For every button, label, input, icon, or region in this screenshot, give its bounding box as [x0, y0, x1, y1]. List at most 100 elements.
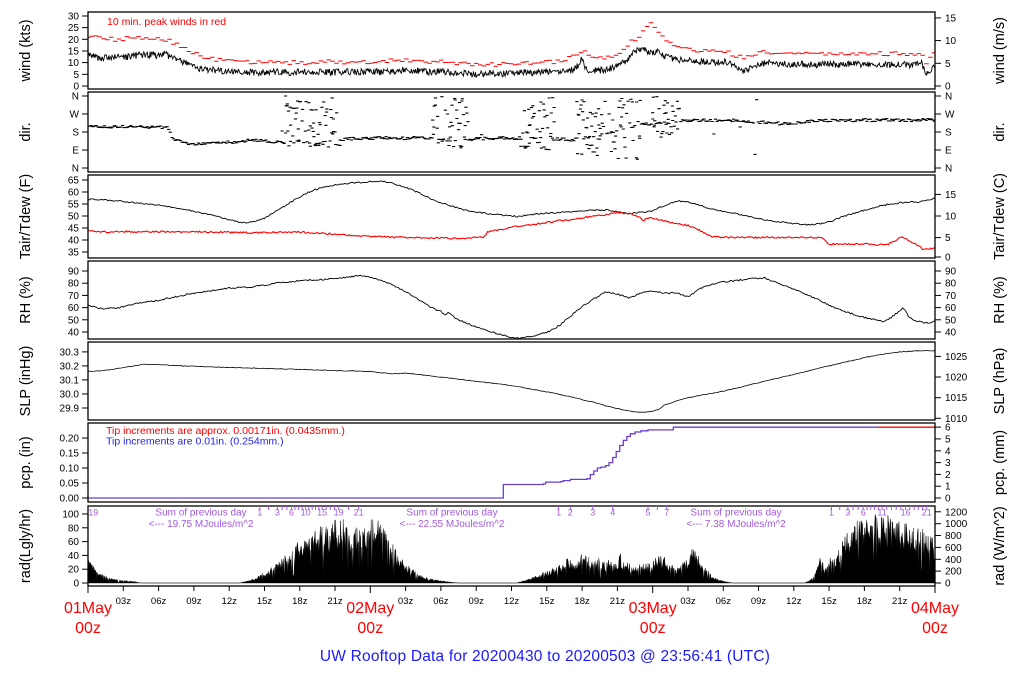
svg-text:5: 5 [945, 434, 951, 445]
svg-text:800: 800 [945, 531, 962, 542]
axis-title-left-rad: rad(Lgly/hr) [18, 509, 34, 583]
svg-text:12z: 12z [222, 596, 238, 607]
svg-text:18z: 18z [574, 596, 590, 607]
panel-dir-series [88, 95, 935, 160]
svg-text:3: 3 [275, 508, 280, 518]
svg-text:15z: 15z [821, 596, 837, 607]
svg-text:N: N [72, 92, 79, 103]
date-label-hour: 00z [357, 620, 383, 637]
svg-text:1200: 1200 [945, 507, 968, 518]
svg-text:65: 65 [68, 176, 80, 187]
svg-text:1000: 1000 [945, 519, 968, 530]
svg-text:09z: 09z [186, 596, 202, 607]
svg-text:30.2: 30.2 [60, 361, 80, 372]
svg-text:21z: 21z [892, 596, 908, 607]
svg-text:90: 90 [68, 267, 80, 278]
panel-slp-series [88, 350, 935, 413]
svg-text:4: 4 [610, 508, 615, 518]
svg-text:15: 15 [317, 508, 327, 518]
panel-slp-frame: 29.9 30.0 30.1 30.2 30.3 1010 1015 1020 1025 SLP … [18, 341, 1008, 425]
svg-text:15z: 15z [257, 596, 273, 607]
svg-text:12z: 12z [786, 596, 802, 607]
svg-text:S: S [945, 128, 952, 139]
svg-text:18z: 18z [292, 596, 308, 607]
svg-text:N: N [945, 92, 952, 103]
svg-text:0.05: 0.05 [60, 479, 80, 490]
svg-text:15: 15 [945, 190, 957, 201]
sum-previous-day-value: <--- 22.55 MJoules/m^2 [399, 519, 504, 530]
svg-text:60: 60 [945, 303, 957, 314]
sum-previous-day-value: <--- 19.75 MJoules/m^2 [148, 519, 253, 530]
svg-text:5: 5 [73, 70, 79, 81]
svg-text:W: W [70, 110, 80, 121]
svg-text:20: 20 [68, 565, 80, 576]
sum-previous-day-label: Sum of previous day [406, 508, 497, 519]
svg-text:N: N [72, 164, 79, 175]
svg-text:W: W [945, 110, 955, 121]
svg-text:1: 1 [257, 508, 262, 518]
svg-text:1: 1 [829, 508, 834, 518]
svg-text:18z: 18z [857, 596, 873, 607]
chart-title: UW Rooftop Data for 20200430 to 20200503… [319, 648, 771, 665]
svg-text:35: 35 [68, 248, 80, 259]
date-label: 01May [64, 600, 112, 617]
svg-text:19: 19 [88, 508, 98, 518]
axis-title-right-rh: RH (%) [992, 276, 1008, 324]
svg-text:09z: 09z [751, 596, 767, 607]
svg-text:30: 30 [68, 12, 80, 23]
x-axis: 03z 06z 09z 12z 15z 18z 21z 03z 06z 09z 12z 15z 18z 2… [64, 586, 959, 637]
svg-text:21: 21 [354, 508, 364, 518]
svg-text:1020: 1020 [945, 373, 968, 384]
svg-text:15z: 15z [539, 596, 555, 607]
axis-title-left-wind: wind (kts) [18, 19, 34, 82]
svg-text:06z: 06z [151, 596, 167, 607]
svg-text:1010: 1010 [945, 414, 968, 425]
svg-text:0.00: 0.00 [60, 494, 80, 505]
svg-text:45: 45 [68, 224, 80, 235]
axis-title-left-slp: SLP (inHg) [18, 346, 34, 417]
svg-text:21: 21 [922, 508, 932, 518]
solar-radiation [88, 514, 935, 584]
axis-title-left-tair: Tair/Tdew (F) [18, 174, 34, 259]
svg-text:06z: 06z [433, 596, 449, 607]
svg-text:40: 40 [68, 328, 80, 339]
svg-text:400: 400 [945, 555, 962, 566]
svg-text:40: 40 [68, 551, 80, 562]
panel-rad-series [88, 514, 935, 584]
svg-text:16: 16 [901, 508, 911, 518]
svg-text:55: 55 [68, 200, 80, 211]
svg-text:100: 100 [62, 510, 79, 521]
svg-text:N: N [945, 164, 952, 175]
panel-pcp-series [88, 426, 935, 499]
date-label: 04May [911, 600, 959, 617]
svg-text:10: 10 [301, 508, 311, 518]
svg-text:60: 60 [68, 188, 80, 199]
axis-title-left-dir: dir. [18, 122, 34, 141]
svg-text:3: 3 [945, 458, 951, 469]
svg-text:10: 10 [68, 58, 80, 69]
svg-text:80: 80 [68, 279, 80, 290]
svg-text:600: 600 [945, 543, 962, 554]
svg-text:10: 10 [945, 212, 957, 223]
relative-humidity [88, 274, 935, 339]
date-label: 02May [346, 600, 394, 617]
svg-text:25: 25 [68, 23, 80, 34]
svg-text:0: 0 [73, 82, 79, 93]
date-label-hour: 00z [75, 620, 101, 637]
svg-text:60: 60 [68, 303, 80, 314]
sum-previous-day-value: <--- 7.38 MJoules/m^2 [686, 519, 786, 530]
svg-text:3: 3 [590, 508, 595, 518]
svg-text:0: 0 [73, 579, 79, 590]
panel-wind-series [88, 22, 935, 79]
svg-text:11: 11 [877, 508, 886, 518]
svg-text:5: 5 [945, 233, 951, 244]
svg-text:29.9: 29.9 [60, 404, 80, 415]
svg-text:50: 50 [68, 212, 80, 223]
